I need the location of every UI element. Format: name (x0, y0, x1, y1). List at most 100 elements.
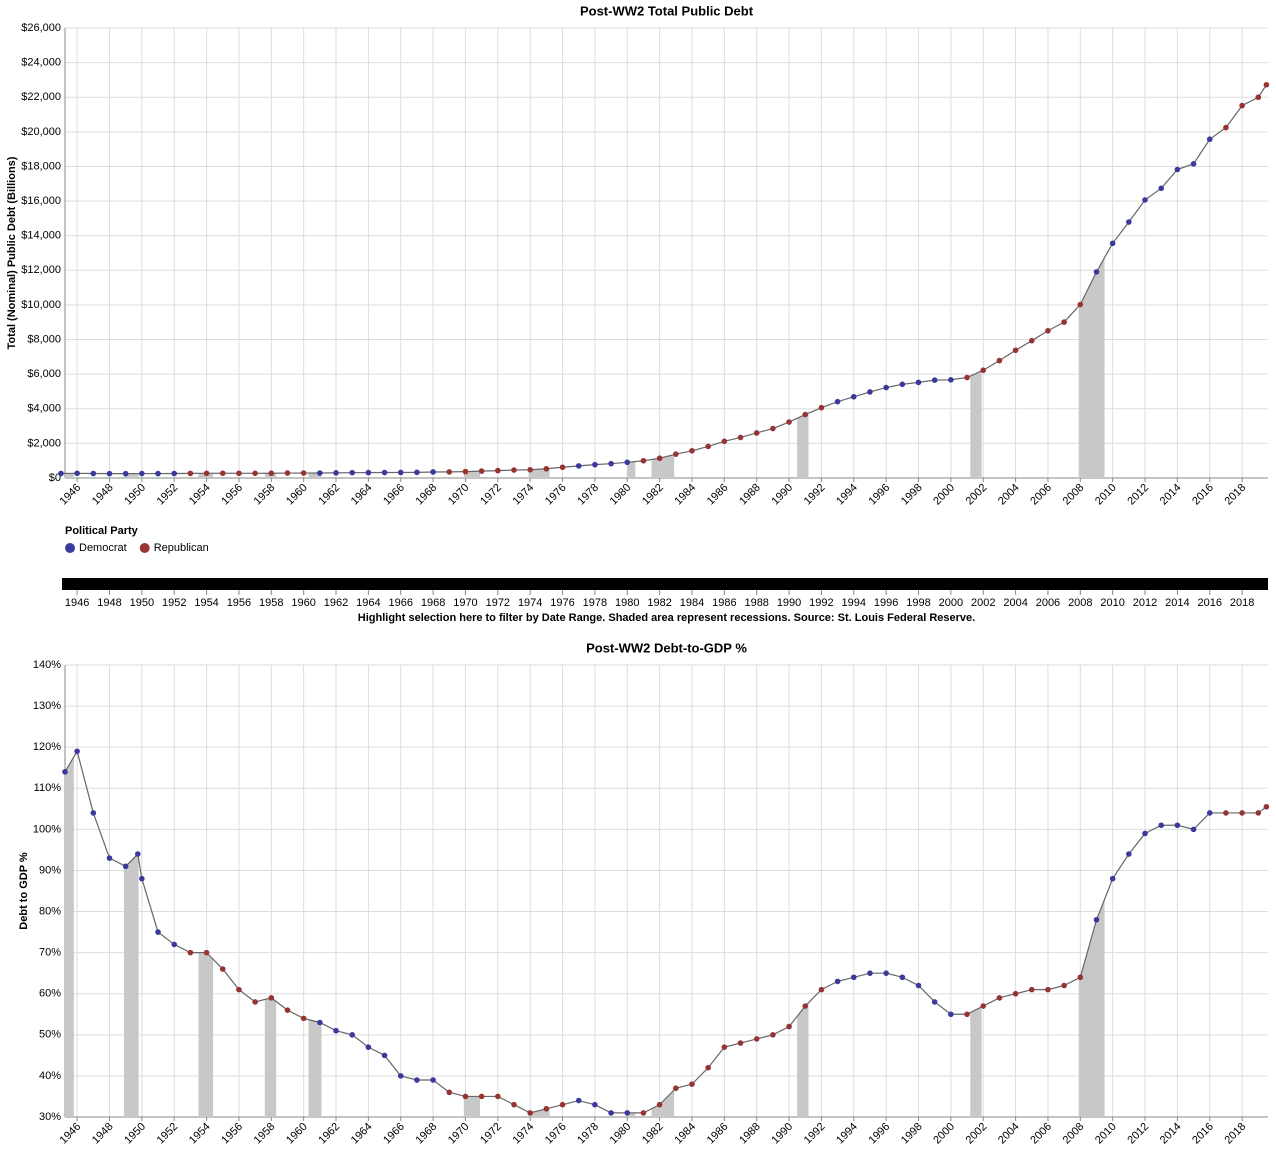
chart-title: Post-WW2 Debt-to-GDP % (586, 640, 747, 655)
debt-line (60, 84, 1267, 475)
x-tick-label: 1988 (744, 597, 768, 609)
x-tick-label: 1960 (291, 597, 315, 609)
data-point (462, 468, 469, 475)
y-tick-label: $16,000 (21, 195, 61, 207)
x-tick-label: 2002 (964, 1121, 990, 1147)
data-point (673, 1085, 679, 1092)
data-point (252, 999, 258, 1005)
x-tick-label: 2012 (1125, 482, 1151, 508)
data-point (1142, 830, 1148, 837)
x-tick-label: 2016 (1190, 482, 1216, 508)
data-point (171, 941, 178, 948)
y-tick-label: $22,000 (21, 91, 61, 103)
data-point (737, 434, 744, 441)
x-tick-label: 2018 (1222, 1121, 1248, 1147)
x-tick-label: 1980 (615, 597, 639, 609)
x-tick-label: 1950 (130, 597, 154, 609)
x-tick-label: 1990 (777, 597, 801, 609)
x-tick-label: 1956 (219, 482, 245, 508)
data-point (1077, 301, 1084, 308)
x-tick-label: 2004 (996, 1121, 1022, 1147)
x-tick-label: 2010 (1100, 597, 1124, 609)
x-tick-label: 2004 (996, 482, 1022, 508)
data-point (90, 470, 97, 477)
recession (970, 370, 982, 478)
data-point (1028, 986, 1035, 993)
x-tick-label: 1998 (906, 597, 930, 609)
data-point (74, 470, 80, 477)
x-tick-label: 1972 (486, 597, 510, 609)
y-axis-title: Debt to GDP % (18, 852, 30, 930)
x-tick-label: 1968 (413, 1121, 439, 1147)
y-tick-label: 90% (39, 864, 61, 876)
data-point (1223, 810, 1229, 816)
x-tick-label: 1990 (769, 482, 795, 508)
x-tick-label: 1994 (842, 597, 866, 609)
data-point (737, 1040, 744, 1046)
x-tick-label: 1978 (575, 1121, 601, 1147)
x-tick-label: 2000 (939, 597, 963, 609)
x-axis-title: Highlight selection here to filter by Da… (358, 612, 975, 624)
y-tick-label: $20,000 (21, 126, 61, 138)
data-point (122, 863, 129, 870)
data-point (1223, 124, 1229, 131)
x-tick-label: 2008 (1068, 597, 1092, 609)
data-point (511, 467, 517, 473)
x-tick-label: 1984 (672, 482, 698, 508)
y-tick-label: $6,000 (27, 368, 61, 380)
data-point (1109, 240, 1116, 247)
data-point (1012, 347, 1019, 354)
y-tick-label: 40% (39, 1070, 61, 1082)
data-point (430, 1077, 436, 1083)
data-point (1190, 826, 1197, 833)
data-point (608, 1110, 614, 1116)
range-brush[interactable] (62, 578, 1268, 590)
x-tick-label: 1998 (899, 482, 925, 508)
x-tick-label: 2014 (1158, 1121, 1184, 1147)
data-point (333, 470, 339, 476)
y-tick-label: 80% (39, 905, 61, 917)
data-point (62, 769, 68, 775)
x-tick-label: 1962 (316, 1121, 342, 1147)
data-point (818, 986, 825, 993)
x-tick-label: 1988 (737, 1121, 763, 1147)
x-tick-label: 1992 (802, 1121, 828, 1147)
data-point (1255, 810, 1262, 816)
x-tick-label: 1958 (259, 597, 283, 609)
x-tick-label: 2016 (1198, 597, 1222, 609)
data-point (122, 470, 129, 477)
data-point (802, 411, 809, 418)
x-tick-label: 1996 (867, 1121, 893, 1147)
x-tick-label: 1998 (899, 1121, 925, 1147)
x-tick-label: 2002 (971, 597, 995, 609)
recession (528, 468, 550, 478)
x-tick-label: 1970 (453, 597, 477, 609)
x-tick-label: 1972 (478, 1121, 504, 1147)
x-tick-label: 1948 (90, 1121, 116, 1147)
data-point (931, 377, 938, 383)
recession (651, 1089, 675, 1117)
data-point (1109, 875, 1116, 882)
x-tick-label: 1996 (867, 482, 893, 508)
y-tick-label: $12,000 (21, 264, 61, 276)
data-point (753, 430, 760, 436)
x-tick-label: 2000 (931, 1121, 957, 1147)
chart-title: Post-WW2 Total Public Debt (580, 3, 754, 18)
recession (65, 473, 74, 478)
x-tick-label: 1986 (712, 597, 736, 609)
data-point (1093, 269, 1100, 275)
data-point (980, 1003, 987, 1009)
y-tick-label: $18,000 (21, 160, 61, 172)
x-tick-label: 1958 (252, 482, 278, 508)
data-point (1126, 219, 1132, 225)
data-point (705, 1064, 711, 1071)
legend-label: Republican (154, 542, 209, 554)
x-tick-label: 1962 (316, 482, 342, 508)
legend-title: Political Party (65, 525, 139, 537)
x-tick-label: 1982 (647, 597, 671, 609)
data-point (964, 1011, 970, 1018)
x-tick-label: 1972 (478, 482, 504, 508)
data-point (317, 1019, 323, 1026)
x-tick-label: 2010 (1093, 1121, 1119, 1147)
